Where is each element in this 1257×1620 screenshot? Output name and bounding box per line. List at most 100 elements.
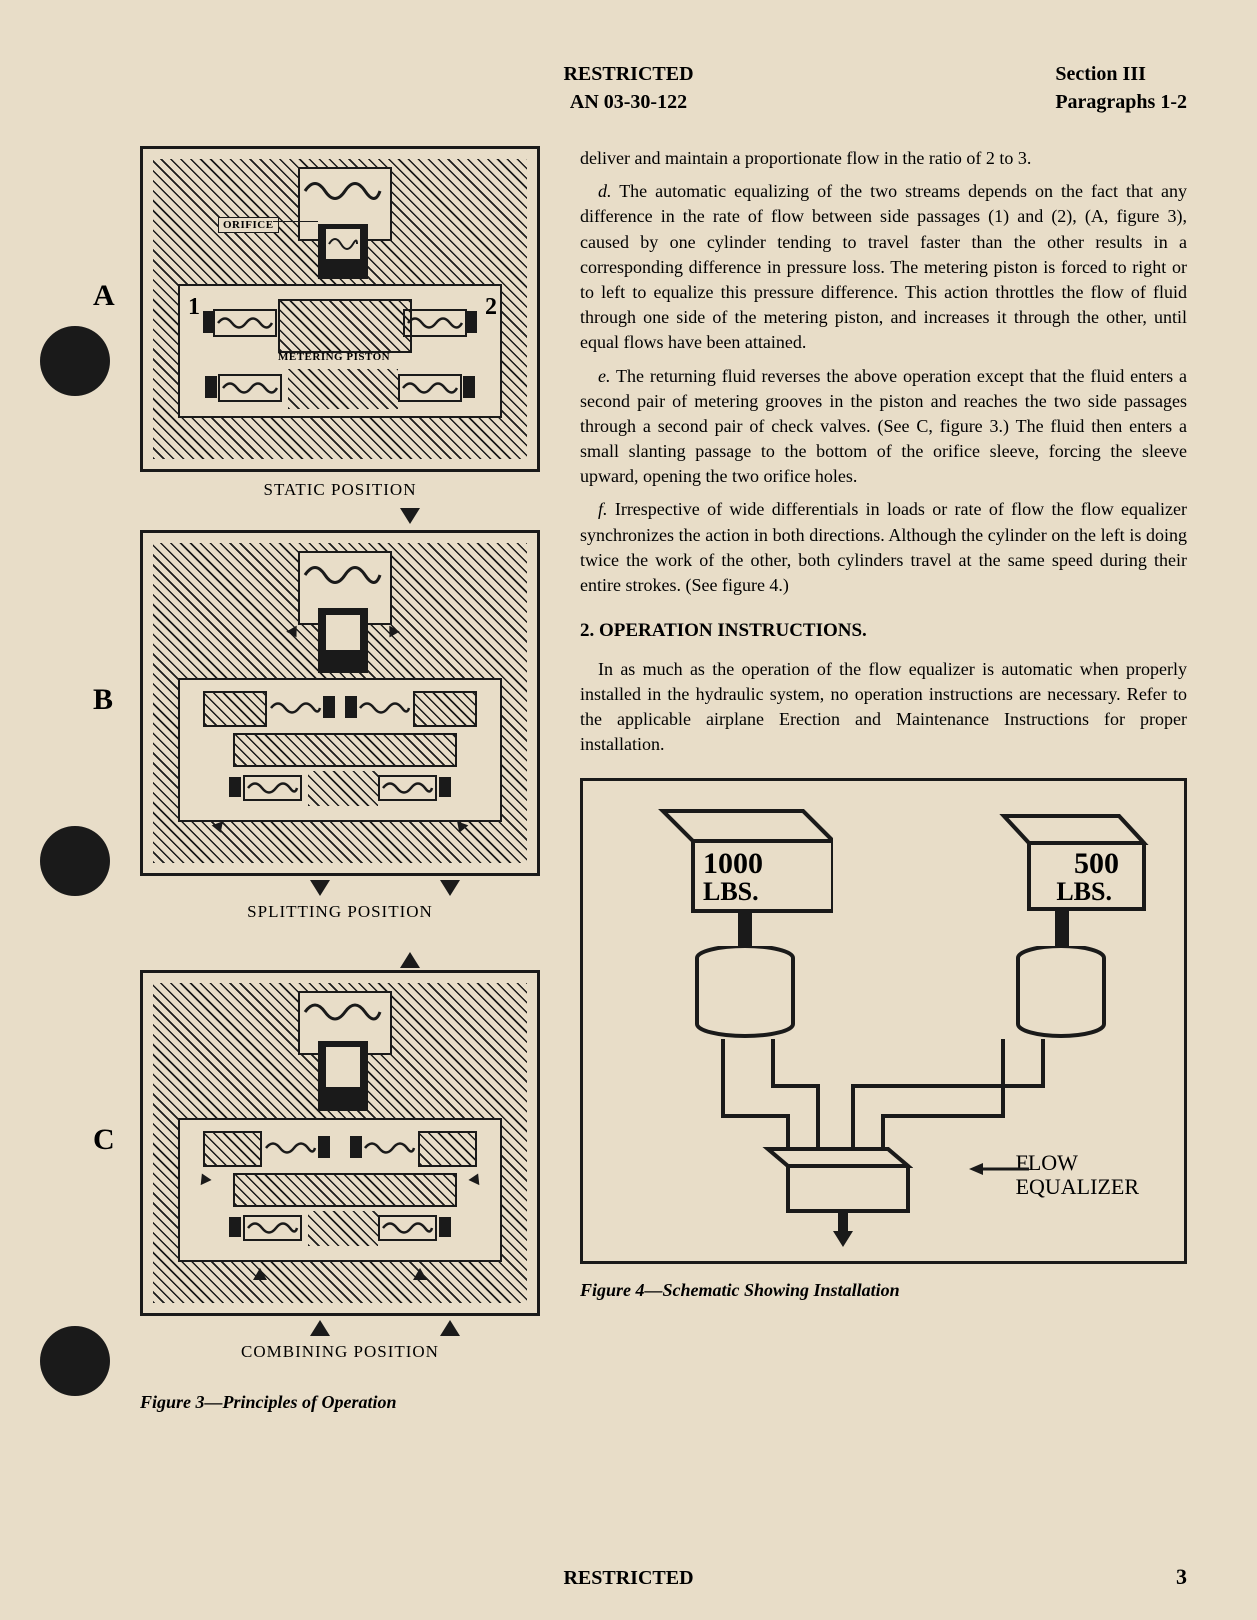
spring-icon — [263, 1137, 318, 1159]
spring-icon — [245, 777, 300, 799]
arrow-down-icon — [440, 880, 460, 896]
arrow-down-icon — [833, 1231, 853, 1247]
spring-chamber — [268, 697, 323, 719]
spring-icon — [300, 995, 386, 1030]
inner-spring-icon — [326, 229, 360, 259]
paragraph: d. The automatic equalizing of the two s… — [580, 179, 1187, 355]
binder-hole-icon — [40, 1326, 110, 1396]
valve-icon — [439, 1217, 451, 1237]
spring-icon — [220, 376, 280, 400]
valve-icon — [205, 376, 217, 398]
spring-chamber — [378, 1215, 437, 1241]
figure-4-caption: Figure 4—Schematic Showing Installation — [580, 1278, 1187, 1303]
lower-left-spring — [218, 374, 282, 402]
orifice-inner — [326, 1047, 360, 1087]
valve-icon — [439, 777, 451, 797]
rod-icon — [1055, 909, 1069, 951]
arrow-row — [140, 1320, 540, 1342]
hatch-block — [413, 691, 477, 727]
valve-icon — [465, 311, 477, 333]
spring-icon — [380, 1217, 435, 1239]
weight-500-unit: LBS. — [1056, 879, 1112, 905]
spring-icon — [400, 376, 460, 400]
spring-icon — [300, 171, 386, 211]
valve-icon — [229, 1217, 241, 1237]
orifice-label: ORIFICE — [218, 217, 279, 233]
restricted-label: RESTRICTED — [563, 60, 693, 88]
spring-chamber — [378, 775, 437, 801]
paragraph: In as much as the operation of the flow … — [580, 657, 1187, 758]
section-heading: 2. OPERATION INSTRUCTIONS. — [580, 618, 1187, 645]
center-hatch — [288, 369, 398, 409]
passage-1-label: 1 — [188, 294, 200, 321]
spring-chamber — [362, 1137, 417, 1159]
spring-chamber — [263, 1137, 318, 1159]
flow-label-line1: FLOW — [1016, 1151, 1139, 1175]
outlet-line — [838, 1213, 848, 1233]
center-hatch — [308, 771, 378, 806]
diagram-splitting-position: B — [140, 530, 540, 876]
valve-icon — [318, 1136, 330, 1158]
arrow-row — [140, 880, 540, 902]
arrow-up-icon — [400, 952, 420, 968]
cylinder-left — [693, 946, 798, 1041]
header-right: Section III Paragraphs 1-2 — [1055, 60, 1187, 116]
right-column: deliver and maintain a proportionate flo… — [580, 146, 1187, 1413]
figure-4-schematic: 1000 LBS. 500 LBS. — [580, 778, 1187, 1264]
panel-letter-c: C — [93, 1123, 115, 1157]
content-columns: A ORIFICE 1 2 — [70, 146, 1187, 1413]
metering-piston-label: METERING PISTON — [278, 351, 390, 363]
para-text: Irrespective of wide differentials in lo… — [580, 499, 1187, 595]
flow-equalizer-label: FLOW EQUALIZER — [1016, 1151, 1139, 1199]
lower-right-spring — [398, 374, 462, 402]
left-column: A ORIFICE 1 2 — [70, 146, 550, 1413]
paragraph: f. Irrespective of wide differentials in… — [580, 497, 1187, 598]
spring-icon — [405, 311, 465, 335]
spring-icon — [380, 777, 435, 799]
panel-letter-b: B — [93, 683, 113, 717]
binder-hole-icon — [40, 326, 110, 396]
valve-icon — [229, 777, 241, 797]
binder-hole-icon — [40, 826, 110, 896]
weight-500-value: 500 — [1074, 849, 1119, 879]
page: RESTRICTED AN 03-30-122 Section III Para… — [0, 0, 1257, 1620]
flow-arrow-icon — [253, 1268, 267, 1280]
spring-icon — [300, 555, 386, 595]
rod-icon — [738, 911, 752, 951]
hatch-block — [203, 691, 267, 727]
para-lead: d. — [598, 181, 612, 201]
caption-combining: COMBINING POSITION — [140, 1342, 540, 1362]
spring-icon — [268, 697, 323, 719]
arrow-up-icon — [310, 1320, 330, 1336]
header-center: RESTRICTED AN 03-30-122 — [563, 60, 693, 116]
center-hatch — [308, 1211, 378, 1246]
valve-icon — [463, 376, 475, 398]
metering-piston — [233, 1173, 457, 1207]
flow-equalizer-box — [758, 1141, 913, 1226]
valve-icon — [323, 696, 335, 718]
footer-restricted: RESTRICTED — [0, 1567, 1257, 1590]
spring-chamber — [243, 775, 302, 801]
valve-icon — [203, 311, 215, 333]
para-text: The returning fluid reverses the above o… — [580, 366, 1187, 487]
figure-3-container: A ORIFICE 1 2 — [140, 146, 540, 1413]
arrow-down-icon — [310, 880, 330, 896]
spring-icon — [215, 311, 275, 335]
valve-icon — [350, 1136, 362, 1158]
doc-number: AN 03-30-122 — [563, 88, 693, 116]
para-text: The automatic equalizing of the two stre… — [580, 181, 1187, 352]
paragraphs-label: Paragraphs 1-2 — [1055, 88, 1187, 116]
panel-letter-a: A — [93, 279, 115, 313]
arrow-up-icon — [440, 1320, 460, 1336]
valve-icon — [345, 696, 357, 718]
paragraph: e. The returning fluid reverses the abov… — [580, 364, 1187, 490]
page-header: RESTRICTED AN 03-30-122 Section III Para… — [70, 60, 1187, 116]
diagram-static-position: A ORIFICE 1 2 — [140, 146, 540, 472]
spring-icon — [245, 1217, 300, 1239]
orifice-inner — [326, 615, 360, 650]
spring-icon — [357, 697, 412, 719]
page-number: 3 — [1176, 1564, 1187, 1590]
metering-piston — [233, 733, 457, 767]
leader-line — [273, 221, 318, 222]
paragraph: deliver and maintain a proportionate flo… — [580, 146, 1187, 171]
